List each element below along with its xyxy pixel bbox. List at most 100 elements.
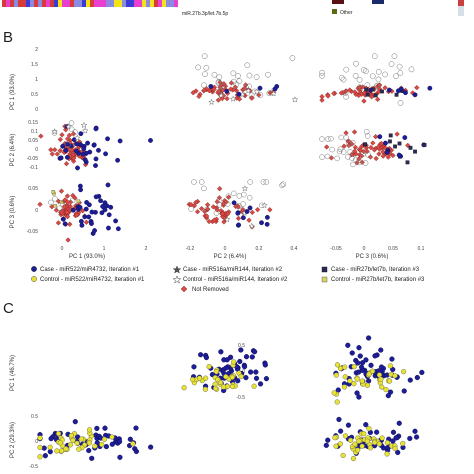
point-case [93, 126, 99, 132]
row-label-c-pc1: PC 1 (46.7%) [10, 355, 16, 391]
point-control-open [260, 179, 267, 185]
point-control [206, 364, 212, 370]
point-control [355, 447, 361, 453]
point-star [223, 216, 231, 223]
point-control-open [253, 74, 260, 81]
point-case [75, 165, 80, 171]
legend-marker [31, 276, 37, 282]
point-case [243, 375, 249, 381]
point-control-open [195, 64, 202, 71]
tick-label: -0.05 [330, 246, 342, 252]
point-control [67, 442, 73, 448]
point-control-open [216, 74, 223, 81]
point-control-open [360, 67, 367, 73]
panel-points [223, 184, 270, 229]
point-control [99, 441, 105, 448]
point-case [238, 347, 244, 353]
heatmap-cell [30, 0, 34, 7]
point-case [98, 198, 103, 204]
point-control-open [216, 197, 222, 204]
point-case [323, 442, 329, 448]
point-case [100, 204, 106, 209]
point-control [63, 446, 69, 452]
point-control [384, 451, 390, 457]
heatmap-cell [110, 0, 114, 7]
point-control-open [236, 78, 243, 85]
point-control [202, 386, 208, 392]
point-case [395, 449, 401, 456]
point-case [133, 448, 139, 455]
point-case [105, 136, 110, 142]
point-case [357, 353, 363, 359]
heatmap-cell [26, 0, 30, 7]
point-control-open [201, 53, 208, 60]
point-case [109, 441, 115, 447]
point-control-open [338, 74, 345, 81]
point-case [89, 221, 94, 226]
tick-label: 0 [363, 246, 366, 252]
col-label-pc3: PC 3 (0.6%) [356, 254, 389, 260]
point-case [82, 214, 88, 220]
point-case [390, 366, 396, 373]
heatmap-cell [70, 0, 74, 7]
point-control [354, 376, 360, 382]
legend-label: Control - miR516a/miR144, Iteration #2 [183, 277, 288, 283]
point-case [94, 425, 100, 432]
point-not-removed [69, 147, 75, 153]
point-not-removed [246, 217, 252, 223]
point-control [78, 436, 85, 442]
point-square [370, 87, 375, 92]
point-control [86, 440, 92, 446]
point-control [386, 378, 393, 384]
point-case [345, 342, 351, 348]
point-not-removed [357, 147, 364, 153]
point-star [260, 201, 268, 209]
point-control-open [391, 53, 398, 60]
point-not-removed [367, 154, 374, 160]
tick-label: 0 [35, 208, 38, 214]
point-not-removed [38, 133, 44, 139]
point-control-open [202, 71, 208, 77]
point-control [376, 441, 382, 447]
point-control-open [233, 81, 240, 88]
panel-points [319, 128, 371, 168]
point-case [235, 378, 241, 384]
point-control-open [334, 155, 340, 162]
point-control-open [388, 61, 395, 67]
point-case [96, 147, 101, 153]
point-not-removed [221, 219, 227, 225]
point-not-removed [368, 144, 374, 151]
point-square-control [51, 190, 55, 194]
point-case [74, 148, 79, 154]
point-control [86, 427, 93, 433]
point-control-open [364, 128, 370, 135]
point-control [340, 452, 346, 459]
point-case [102, 207, 108, 213]
point-case [198, 352, 204, 358]
point-control [361, 431, 367, 437]
point-not-removed [205, 206, 211, 212]
point-control [55, 430, 62, 437]
point-control [351, 364, 357, 370]
point-control-open [230, 190, 237, 197]
point-case [72, 419, 78, 425]
legend-marker [321, 266, 328, 273]
point-control [337, 441, 344, 447]
point-case [89, 455, 95, 461]
heatmap-cell [42, 0, 46, 7]
point-case [223, 365, 229, 371]
point-control-open [52, 196, 58, 202]
point-case [412, 428, 418, 434]
point-control-open [362, 160, 369, 166]
point-case [236, 91, 242, 97]
point-control-open [329, 146, 335, 153]
point-case [396, 152, 402, 158]
point-not-removed [361, 148, 367, 155]
point-control [364, 382, 371, 388]
point-not-removed [52, 147, 58, 153]
point-control [401, 369, 407, 375]
point-not-removed [59, 209, 65, 215]
point-control-open [244, 62, 251, 69]
point-control [37, 444, 43, 451]
tick-labels-b: 2 1.5 1 0.5 0 0.15 0.1 0.05 0 -0.05 -0.1… [27, 47, 425, 252]
